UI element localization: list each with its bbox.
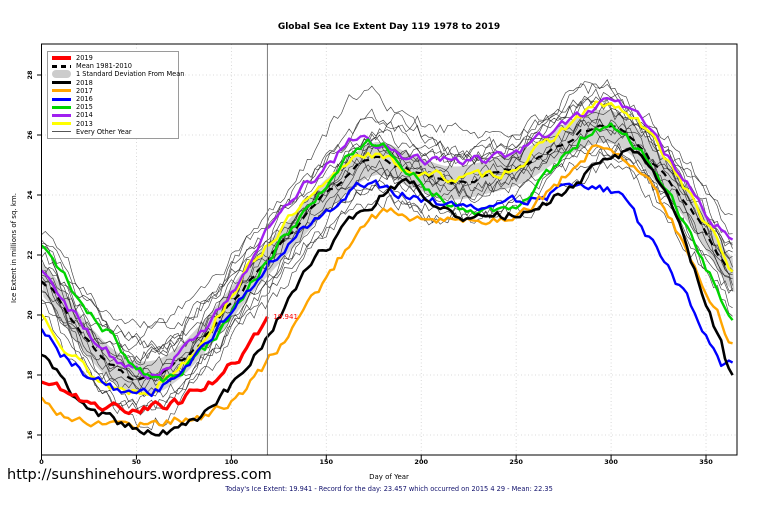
legend-item-label: 2014	[76, 111, 93, 120]
legend-swatch-icon	[52, 89, 71, 93]
x-tick-label: 250	[509, 458, 523, 466]
legend-item: Every Other Year	[52, 128, 178, 136]
legend-swatch-icon	[52, 56, 71, 61]
legend: 2019 Mean 1981-2010 1 Standard Deviation F…	[47, 51, 184, 139]
legend-item: 2017	[52, 87, 178, 95]
series-2017-line	[41, 144, 733, 431]
current-value-label: 19.941	[273, 313, 298, 322]
series-2016-line	[41, 179, 734, 398]
chart-title: Global Sea Ice Extent Day 119 1978 to 20…	[277, 22, 501, 32]
legend-swatch-icon	[52, 64, 71, 68]
other-year-line	[41, 79, 733, 364]
legend-swatch-icon	[52, 70, 71, 79]
other-year-line	[41, 99, 733, 378]
legend-item: 2014	[52, 111, 178, 119]
legend-swatch-icon	[52, 97, 71, 101]
other-year-line	[41, 145, 733, 411]
legend-swatch-icon	[52, 113, 71, 117]
x-tick-label: 0	[39, 458, 44, 466]
mean-line	[41, 124, 734, 382]
series-2014-line	[41, 96, 734, 380]
legend-item: 2015	[52, 103, 178, 111]
y-axis-label: Ice Extent in millions of sq. km.	[10, 193, 18, 303]
x-tick-label: 200	[414, 458, 429, 466]
x-tick-label: 300	[604, 458, 618, 466]
series-2013-line	[41, 100, 734, 396]
other-year-line	[41, 85, 733, 329]
legend-item: 2018	[52, 79, 178, 87]
legend-item-label: 2018	[76, 78, 93, 87]
series-2019-line	[41, 316, 269, 416]
footer-caption: Today's Ice Extent: 19.941 - Record for …	[225, 485, 553, 493]
y-tick-label: 22	[26, 249, 34, 260]
y-tick-label: 16	[26, 429, 34, 440]
legend-item-label: 2015	[76, 103, 93, 112]
x-axis-label: Day of Year	[369, 473, 409, 481]
y-tick-label: 18	[26, 369, 34, 380]
x-tick-label: 150	[319, 458, 334, 466]
legend-swatch-icon	[52, 122, 71, 126]
legend-item-label: 2016	[76, 95, 93, 104]
x-tick-label: 50	[131, 458, 141, 466]
other-year-line	[41, 108, 733, 379]
legend-swatch-icon	[52, 131, 71, 133]
legend-item-label: Mean 1981-2010	[76, 62, 133, 71]
legend-item-label: 2017	[76, 86, 93, 95]
y-tick-label: 20	[26, 309, 34, 320]
other-year-line	[41, 146, 733, 398]
site-url: http://sunshinehours.wordpress.com	[7, 467, 272, 483]
y-tick-label: 28	[26, 69, 34, 80]
legend-item: 1 Standard Deviation From Mean	[52, 70, 184, 79]
legend-item: Mean 1981-2010	[52, 62, 178, 70]
other-year-line	[41, 161, 733, 431]
other-year-line	[41, 128, 733, 390]
series-2018-line	[41, 147, 734, 437]
legend-item: 2013	[52, 120, 178, 128]
legend-item: 2016	[52, 95, 178, 103]
series-2015-line	[41, 122, 734, 383]
other-year-line	[41, 119, 733, 382]
x-tick-label: 350	[699, 458, 713, 466]
y-tick-label: 24	[26, 189, 34, 200]
x-tick-label: 100	[224, 458, 239, 466]
legend-swatch-icon	[52, 81, 71, 85]
legend-swatch-icon	[52, 105, 71, 109]
legend-item: 2019	[52, 54, 178, 62]
legend-item-label: 2013	[76, 119, 93, 128]
legend-item-label: 1 Standard Deviation From Mean	[76, 70, 185, 79]
legend-item-label: Every Other Year	[76, 127, 132, 136]
legend-item-label: 2019	[76, 54, 93, 63]
y-tick-label: 26	[26, 129, 34, 140]
plot-frame	[41, 43, 738, 456]
